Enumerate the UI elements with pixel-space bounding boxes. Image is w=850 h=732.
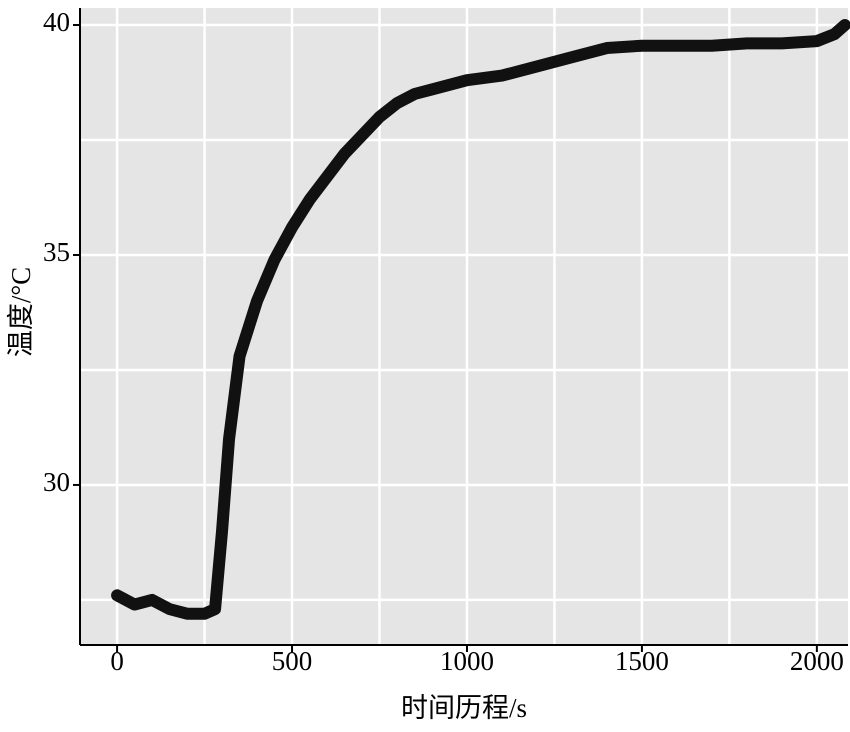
x-tick-label: 1500 — [615, 646, 669, 676]
plot-area — [80, 8, 848, 645]
y-tick-label: 40 — [43, 7, 70, 37]
y-tick-label: 35 — [43, 237, 70, 267]
x-tick-label: 1000 — [440, 646, 494, 676]
x-axis-label: 时间历程/s — [401, 693, 527, 723]
data-line — [111, 19, 850, 620]
x-tick-label: 2000 — [790, 646, 844, 676]
x-tick-label: 500 — [272, 646, 313, 676]
x-tick-label: 0 — [110, 646, 124, 676]
y-tick-label: 30 — [43, 467, 70, 497]
y-axis-label: 温度/°C — [6, 267, 36, 357]
